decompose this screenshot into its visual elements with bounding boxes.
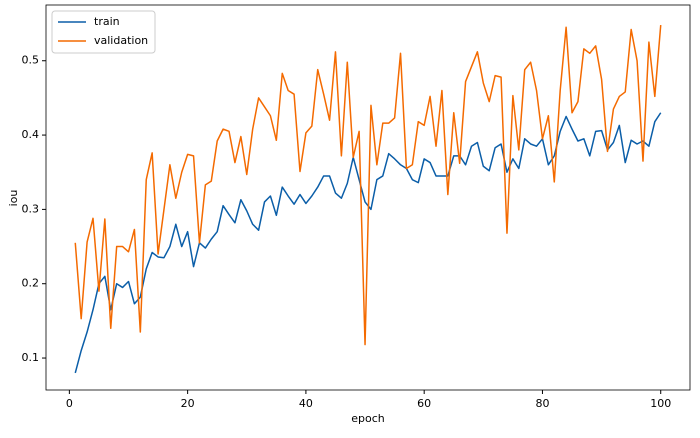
y-tick-label: 0.3	[22, 202, 40, 215]
y-tick-label: 0.2	[22, 277, 40, 290]
x-tick-label: 100	[650, 397, 671, 410]
x-tick-label: 60	[417, 397, 431, 410]
series-line	[74, 25, 662, 346]
y-tick-label: 0.1	[22, 351, 40, 364]
x-tick-label: 20	[181, 397, 195, 410]
y-tick-label: 0.5	[22, 54, 40, 67]
legend-label: train	[94, 15, 120, 28]
y-axis-label: iou	[7, 190, 20, 207]
legend-label: validation	[94, 34, 148, 47]
plot-frame	[45, 4, 691, 391]
x-axis-label: epoch	[351, 412, 385, 425]
x-tick-label: 0	[66, 397, 73, 410]
x-tick-label: 80	[535, 397, 549, 410]
x-tick-label: 40	[299, 397, 313, 410]
y-tick-label: 0.4	[22, 128, 40, 141]
